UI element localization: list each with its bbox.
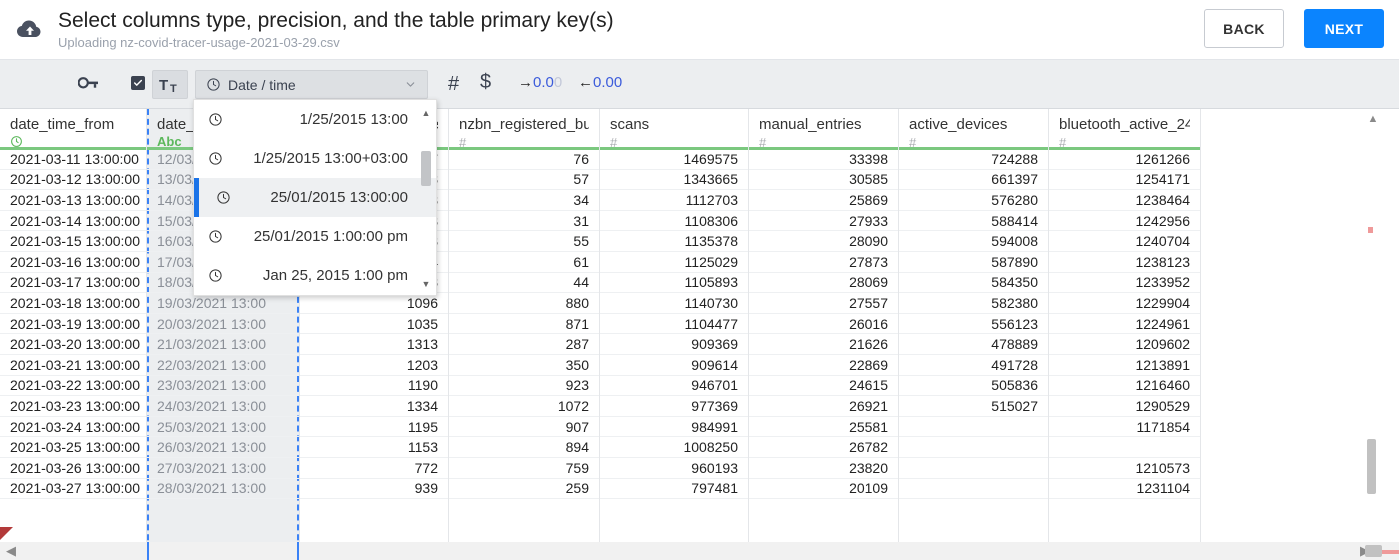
svg-text:T: T [159, 77, 168, 94]
svg-text:T: T [170, 83, 177, 95]
